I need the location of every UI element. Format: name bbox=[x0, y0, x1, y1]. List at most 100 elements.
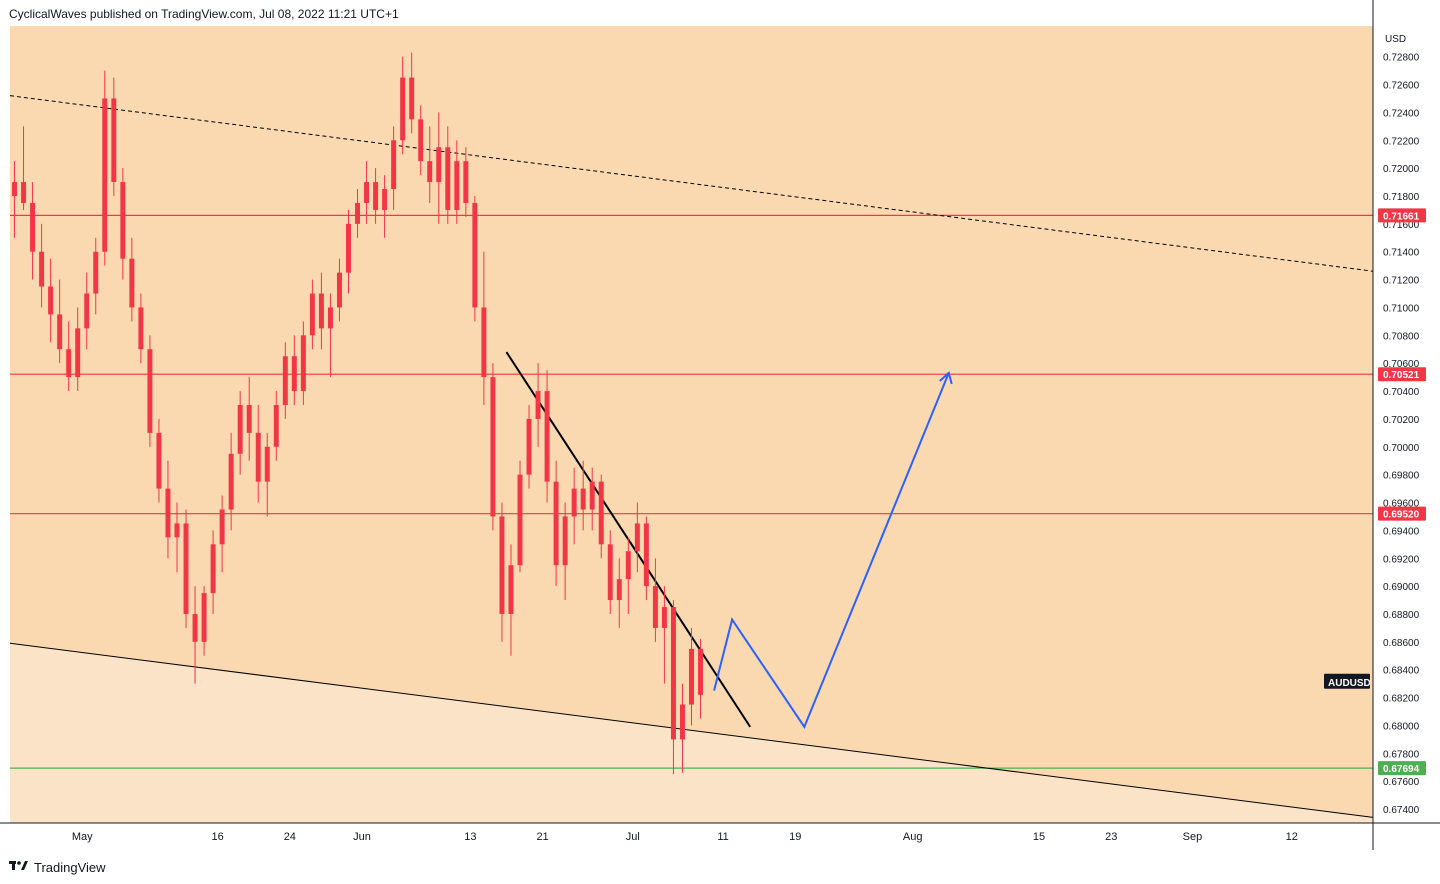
time-tick-label: 21 bbox=[536, 831, 548, 843]
candle-body bbox=[364, 182, 370, 203]
candle-body bbox=[535, 391, 541, 419]
candle-body bbox=[634, 523, 640, 552]
price-tick-label: 0.72800 bbox=[1383, 53, 1420, 64]
candle-body bbox=[210, 544, 216, 594]
candle bbox=[634, 502, 640, 573]
level-tag-label: 0.67694 bbox=[1383, 764, 1420, 775]
price-tick-label: 0.68400 bbox=[1383, 666, 1420, 677]
candle-body bbox=[75, 328, 81, 378]
level-tag: 0.71661 bbox=[1378, 208, 1426, 223]
candle-body bbox=[228, 453, 234, 510]
price-tick-label: 0.70800 bbox=[1383, 331, 1420, 342]
candle-body bbox=[336, 272, 342, 308]
candle-body bbox=[454, 161, 460, 210]
candle bbox=[48, 258, 54, 343]
price-tick-label: 0.69600 bbox=[1383, 499, 1420, 510]
candle bbox=[75, 307, 81, 392]
candle-body bbox=[318, 293, 324, 329]
candle-body bbox=[93, 251, 99, 294]
candle bbox=[282, 342, 288, 419]
candle-body bbox=[30, 202, 36, 252]
candle bbox=[228, 432, 234, 531]
candle bbox=[643, 516, 649, 601]
price-axis[interactable]: USD 0.72800 0.72600 0.72400 0.72200 0.72000 0.… bbox=[1372, 0, 1426, 850]
candle-body bbox=[679, 704, 685, 740]
candle-body bbox=[192, 613, 198, 642]
candle-body bbox=[120, 182, 126, 259]
price-tick-label: 0.67600 bbox=[1383, 777, 1420, 788]
time-tick-label: 12 bbox=[1286, 831, 1298, 843]
time-tick-label: Aug bbox=[903, 831, 923, 843]
price-tick-label: 0.70400 bbox=[1383, 387, 1420, 398]
candle bbox=[409, 52, 415, 134]
level-tag-label: 0.71661 bbox=[1383, 211, 1420, 222]
candle-body bbox=[102, 98, 108, 252]
level-tag-label: 0.70521 bbox=[1383, 370, 1420, 381]
time-tick-label: 13 bbox=[464, 831, 476, 843]
plot-area[interactable]: AUDUSD bbox=[9, 26, 1374, 823]
candle-body bbox=[382, 189, 388, 210]
time-tick-label: 16 bbox=[211, 831, 223, 843]
currency-label: USD bbox=[1385, 34, 1406, 45]
candle-body bbox=[562, 516, 568, 566]
time-tick-label: Sep bbox=[1183, 831, 1203, 843]
candle-body bbox=[355, 202, 361, 224]
price-tick-label: 0.69000 bbox=[1383, 582, 1420, 593]
candle-body bbox=[409, 77, 415, 120]
chart-canvas[interactable]: AUDUSD USD 0.72800 0.72600 0.72400 0.72200 0.… bbox=[0, 0, 1440, 852]
projection-arrowhead bbox=[939, 371, 953, 385]
candle bbox=[391, 126, 397, 210]
time-tick-label: Jun bbox=[353, 831, 371, 843]
projection-path bbox=[713, 372, 950, 729]
candle-body bbox=[327, 307, 333, 329]
time-tick-label: 19 bbox=[789, 831, 801, 843]
candle-body bbox=[282, 356, 288, 405]
candle-body bbox=[264, 446, 270, 482]
candle-body bbox=[48, 286, 54, 315]
candle-body bbox=[607, 544, 613, 601]
candle-body bbox=[616, 579, 622, 601]
time-tick-label: 15 bbox=[1033, 831, 1045, 843]
candle-body bbox=[517, 474, 523, 566]
candle-body bbox=[138, 307, 144, 350]
candle-body bbox=[237, 404, 243, 454]
candle-body bbox=[246, 404, 252, 433]
candle-body bbox=[526, 418, 532, 475]
candle bbox=[210, 530, 216, 614]
candle bbox=[445, 126, 451, 224]
price-tick-label: 0.69800 bbox=[1383, 471, 1420, 482]
candle bbox=[427, 126, 433, 203]
candle-body bbox=[373, 182, 379, 210]
candle-body bbox=[291, 356, 297, 392]
candle-body bbox=[391, 140, 397, 190]
candle-body bbox=[427, 161, 433, 183]
candle-body bbox=[544, 391, 550, 482]
price-tick-label: 0.71000 bbox=[1383, 303, 1420, 314]
candle bbox=[273, 391, 279, 461]
price-tick-label: 0.72600 bbox=[1383, 81, 1420, 92]
candle-body bbox=[553, 481, 559, 566]
candle bbox=[318, 272, 324, 350]
candle bbox=[66, 321, 72, 392]
price-tick-label: 0.71400 bbox=[1383, 248, 1420, 259]
level-tag-bg bbox=[1378, 208, 1426, 223]
candle bbox=[147, 335, 153, 447]
level-tag-bg bbox=[1378, 367, 1426, 382]
candle-body bbox=[147, 349, 153, 433]
candle bbox=[346, 209, 351, 294]
candle bbox=[129, 237, 135, 322]
candle bbox=[120, 168, 126, 280]
candle bbox=[201, 586, 207, 656]
candle-body bbox=[156, 432, 162, 489]
candle bbox=[102, 70, 108, 266]
candle bbox=[625, 537, 631, 614]
candle bbox=[616, 558, 622, 628]
price-tick-label: 0.68600 bbox=[1383, 638, 1420, 649]
time-axis[interactable]: May 16 24 Jun 13 21 Jul 11 19 Aug 15 23 Sep 12 bbox=[0, 822, 1440, 843]
candle bbox=[57, 279, 63, 364]
candle bbox=[237, 391, 243, 475]
candle-body bbox=[571, 488, 577, 517]
price-tick-label: 0.67400 bbox=[1383, 805, 1420, 816]
candle bbox=[661, 586, 667, 684]
candle bbox=[138, 293, 144, 364]
